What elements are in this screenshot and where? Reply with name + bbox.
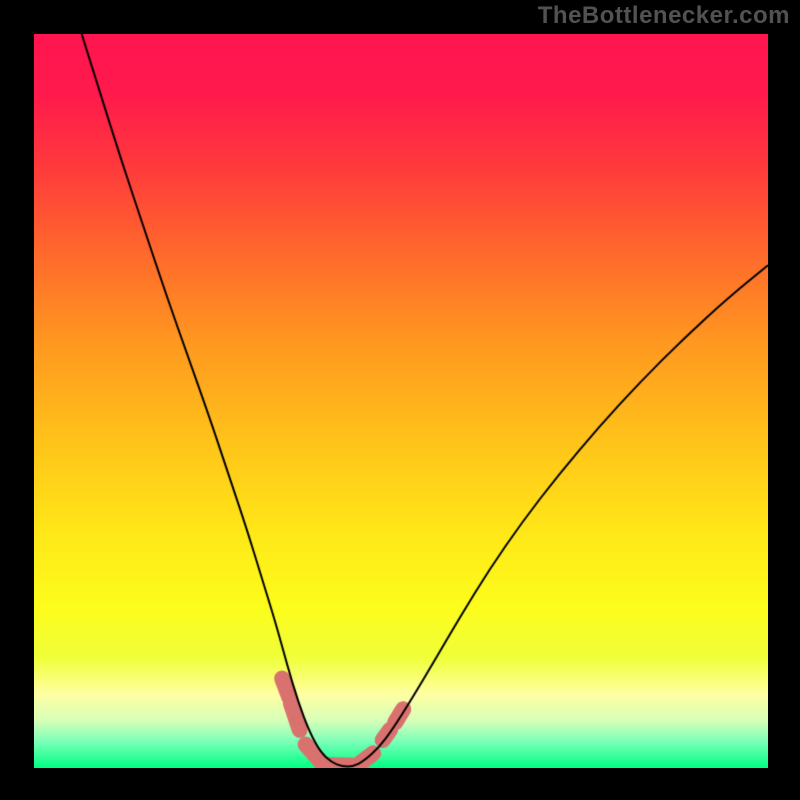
outer-frame [0, 0, 800, 800]
bottleneck-chart [34, 34, 768, 768]
watermark-text: TheBottlenecker.com [538, 2, 790, 30]
